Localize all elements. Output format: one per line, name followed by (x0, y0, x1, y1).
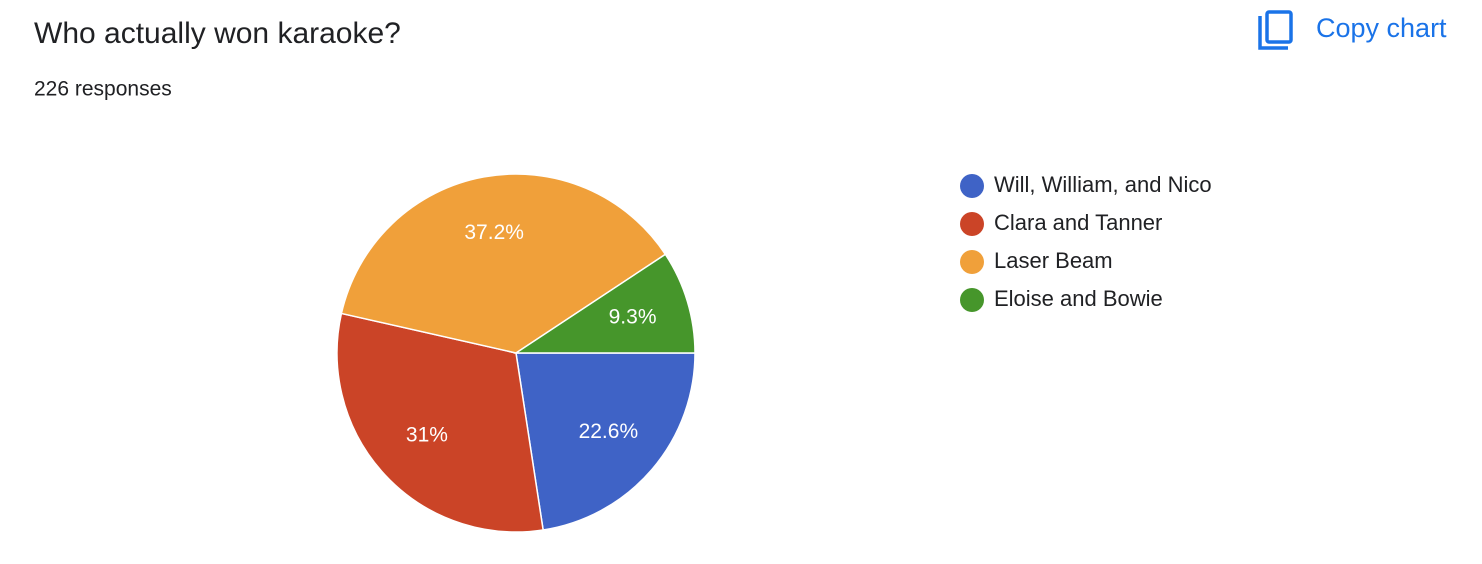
copy-icon (1258, 10, 1293, 50)
slice-label: 31% (406, 424, 448, 447)
pie-slice (336, 312, 544, 533)
legend-swatch (960, 288, 984, 312)
chart-title: Who actually won karaoke? (34, 17, 401, 50)
pie-slice (515, 352, 696, 531)
legend-swatch (960, 212, 984, 236)
chart-subtitle: 226 responses (34, 78, 172, 101)
pie-slice (340, 173, 667, 354)
slice-label: 9.3% (609, 306, 657, 329)
slice-label: 37.2% (464, 221, 524, 244)
copy-chart-button[interactable]: Copy chart (1258, 10, 1447, 50)
legend-swatch (960, 250, 984, 274)
legend-swatch (960, 174, 984, 198)
copy-chart-label[interactable]: Copy chart (1316, 13, 1447, 43)
pie-slice (513, 253, 696, 354)
legend-label: Will, William, and Nico (994, 172, 1212, 197)
legend-label: Clara and Tanner (994, 210, 1162, 235)
legend-label: Laser Beam (994, 248, 1113, 273)
slice-label: 22.6% (579, 420, 639, 443)
legend-label: Eloise and Bowie (994, 286, 1163, 311)
